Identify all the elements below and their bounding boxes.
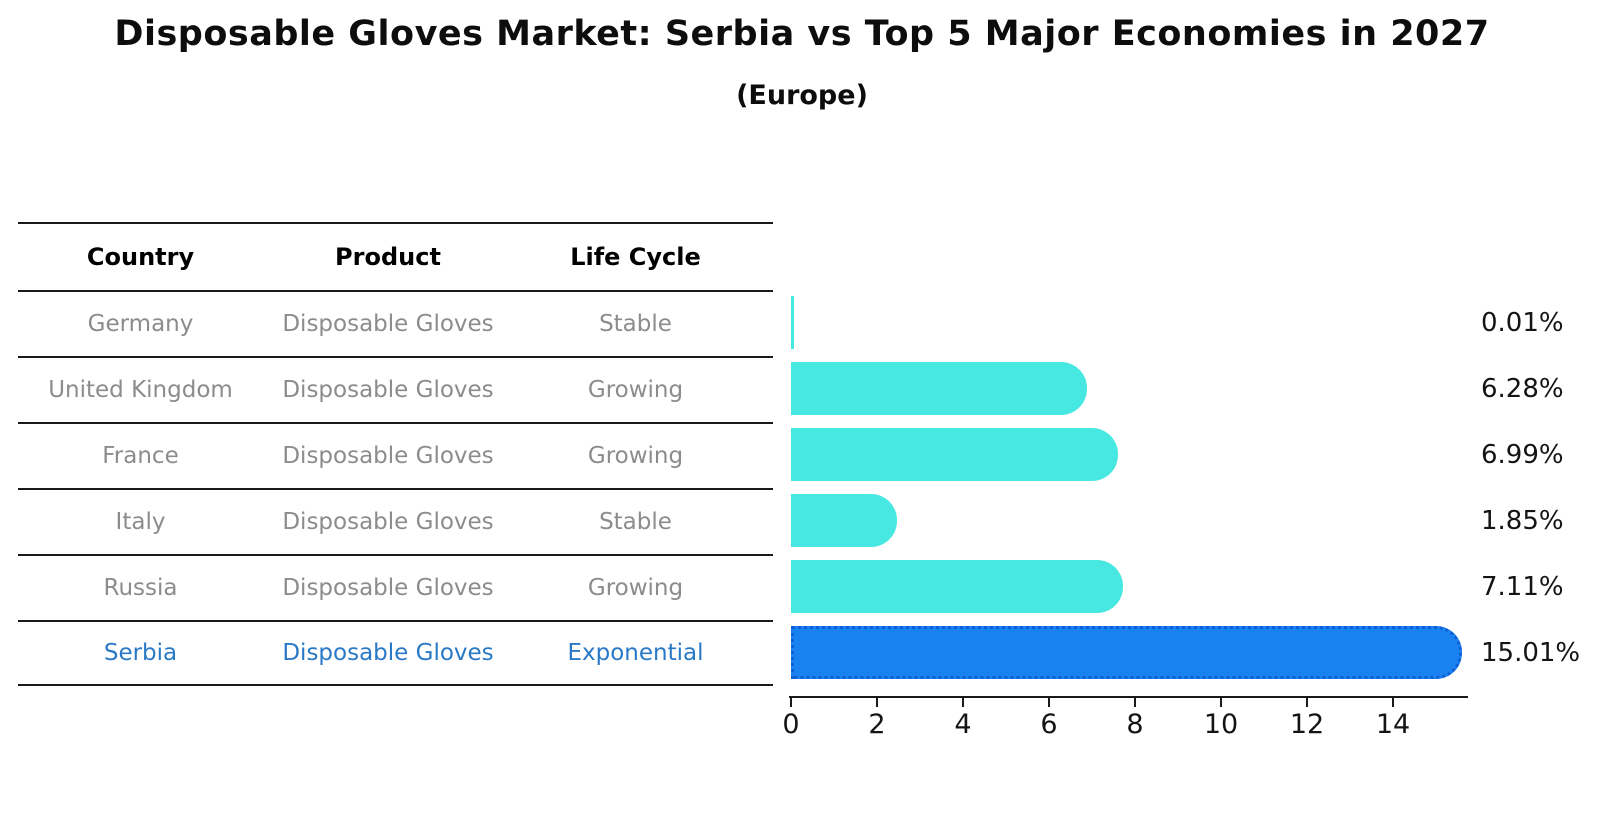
chart-title: Disposable Gloves Market: Serbia vs Top … (114, 14, 1490, 54)
table-cell-life-cycle: Stable (599, 509, 672, 535)
x-tick-label: 4 (954, 709, 972, 740)
value-label: 1.85% (1481, 506, 1564, 536)
bar-russia (791, 560, 1123, 613)
bar-row (791, 488, 1491, 554)
bar-france (791, 428, 1118, 481)
bar-italy (791, 494, 897, 547)
table-header-row: Country Product Life Cycle (18, 222, 773, 290)
table-cell-product: Disposable Gloves (282, 311, 494, 337)
table-cell-country: Germany (87, 311, 194, 337)
value-label: 6.28% (1481, 374, 1564, 404)
x-axis-line (789, 696, 1468, 698)
x-tick-label: 10 (1203, 709, 1239, 740)
x-tick (1048, 698, 1050, 707)
table-cell-product: Disposable Gloves (282, 640, 494, 666)
x-tick (876, 698, 878, 707)
table-cell-country: France (102, 443, 179, 469)
x-tick (1220, 698, 1222, 707)
bar-row (791, 422, 1491, 488)
bar-row (791, 620, 1491, 686)
table-cell-life-cycle: Exponential (567, 640, 704, 666)
x-tick-label: 2 (868, 709, 886, 740)
bar-row (791, 356, 1491, 422)
table-row: Germany Disposable Gloves Stable (18, 290, 773, 356)
value-labels: 0.01% 6.28% 6.99% 1.85% 7.11% 15.01% (1481, 290, 1601, 686)
value-label: 7.11% (1481, 572, 1564, 602)
table-cell-country: Italy (115, 509, 166, 535)
table-cell-life-cycle: Growing (587, 575, 684, 601)
table-header-lifecycle: Life Cycle (570, 243, 701, 271)
value-label: 0.01% (1481, 308, 1564, 338)
table-row: United Kingdom Disposable Gloves Growing (18, 356, 773, 422)
table-body: Germany Disposable Gloves Stable United Kin… (18, 290, 773, 686)
value-label: 15.01% (1481, 638, 1581, 668)
table-cell-product: Disposable Gloves (282, 443, 494, 469)
chart-subtitle: (Europe) (736, 80, 868, 111)
table-row: Italy Disposable Gloves Stable (18, 488, 773, 554)
table-cell-product: Disposable Gloves (282, 575, 494, 601)
bar-row (791, 554, 1491, 620)
x-tick (790, 698, 792, 707)
x-tick-label: 6 (1040, 709, 1058, 740)
x-tick (1392, 698, 1394, 707)
x-tick (1134, 698, 1136, 707)
table-row: Russia Disposable Gloves Growing (18, 554, 773, 620)
table-cell-country: Serbia (103, 640, 178, 666)
x-tick-label: 0 (782, 709, 800, 740)
table-cell-life-cycle: Stable (599, 311, 672, 337)
value-label: 6.99% (1481, 440, 1564, 470)
table-cell-product: Disposable Gloves (282, 377, 494, 403)
table-cell-product: Disposable Gloves (282, 509, 494, 535)
table-header-country: Country (86, 243, 195, 271)
bar-plot (791, 290, 1491, 686)
table-header-product: Product (335, 243, 441, 271)
bar-row (791, 290, 1491, 356)
x-tick-label: 14 (1375, 709, 1411, 740)
bar-germany (791, 296, 794, 349)
table-row: Serbia Disposable Gloves Exponential (18, 620, 773, 686)
bar-united-kingdom (791, 362, 1087, 415)
table-cell-life-cycle: Growing (587, 377, 684, 403)
x-tick (1306, 698, 1308, 707)
bar-serbia (791, 626, 1462, 679)
table-cell-life-cycle: Growing (587, 443, 684, 469)
x-tick-label: 12 (1289, 709, 1325, 740)
x-tick-label: 8 (1126, 709, 1144, 740)
table-cell-country: Russia (103, 575, 178, 601)
table-cell-country: United Kingdom (48, 377, 233, 403)
x-tick (962, 698, 964, 707)
country-table: Country Product Life Cycle Germany Dispos… (18, 222, 773, 686)
table-row: France Disposable Gloves Growing (18, 422, 773, 488)
